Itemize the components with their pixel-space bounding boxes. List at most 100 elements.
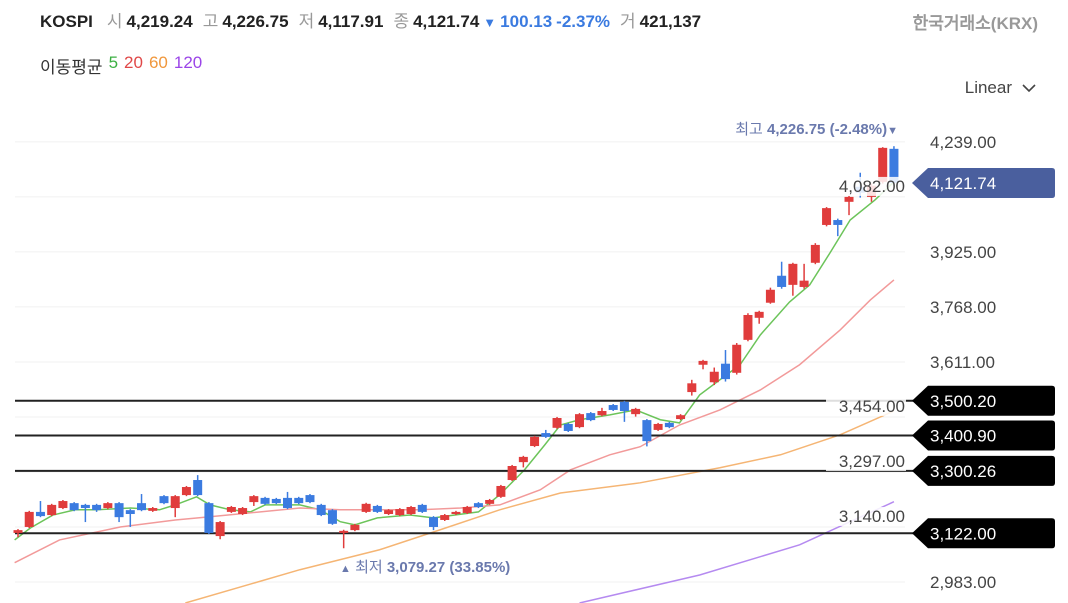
- candle-body: [114, 503, 124, 518]
- scale-selector[interactable]: Linear: [965, 78, 1036, 98]
- candle-body: [530, 436, 540, 447]
- down-candle: [608, 403, 618, 411]
- tick-label-backdrop: [826, 506, 906, 526]
- up-candle: [709, 367, 719, 386]
- up-candle: [788, 262, 798, 296]
- candle-body: [406, 506, 416, 515]
- down-candle: [193, 475, 203, 497]
- up-candle: [799, 263, 809, 289]
- level-price-tag: [912, 385, 1055, 416]
- change-percent: -2.37%: [556, 12, 611, 31]
- ma-60-line: [185, 410, 895, 603]
- candle-body: [743, 314, 753, 340]
- candle-body: [799, 280, 809, 287]
- candle-body: [878, 147, 888, 182]
- down-candle: [294, 496, 304, 505]
- candle-body: [642, 420, 652, 442]
- down-candle: [271, 497, 281, 505]
- candle-body: [507, 466, 517, 481]
- down-candle: [327, 509, 337, 525]
- level-price-label: 3,500.20: [930, 392, 996, 411]
- candle-body: [575, 414, 584, 428]
- down-candle: [316, 503, 326, 517]
- down-candle: [114, 502, 124, 523]
- candle-body: [13, 530, 23, 533]
- volume-label: 거: [620, 12, 636, 31]
- down-candle: [541, 429, 551, 438]
- candle-body: [260, 497, 270, 504]
- candle-body: [47, 504, 57, 516]
- candle-body: [462, 506, 472, 513]
- up-candle: [518, 455, 528, 468]
- candle-body: [754, 311, 764, 318]
- open-label: 시: [106, 12, 123, 31]
- low-value: 4,117.91: [318, 12, 384, 31]
- down-candle: [125, 509, 135, 527]
- up-candle: [743, 313, 753, 342]
- up-candle: [462, 505, 472, 515]
- candle-body: [687, 383, 697, 393]
- up-candle: [350, 523, 360, 532]
- low-label: 저: [298, 12, 315, 31]
- ma-20-toggle[interactable]: 20: [124, 53, 143, 72]
- candle-body: [181, 487, 191, 496]
- y-axis-tick-label: 4,239.00: [930, 133, 996, 152]
- up-candle: [215, 521, 225, 540]
- close-value: 4,121.74: [413, 12, 480, 31]
- up-candle: [384, 509, 394, 516]
- level-price-tag: [912, 420, 1055, 451]
- candle-body: [485, 499, 495, 504]
- symbol: KOSPI: [40, 12, 93, 31]
- candle-body: [361, 503, 371, 512]
- down-candle: [642, 419, 652, 447]
- up-candle: [58, 499, 68, 510]
- down-candle: [429, 516, 439, 531]
- up-candle: [687, 379, 697, 396]
- up-candle: [496, 484, 506, 498]
- down-candle: [372, 504, 382, 513]
- candle-body: [608, 405, 618, 410]
- candle-body: [440, 515, 450, 520]
- up-candle: [361, 502, 371, 513]
- up-candle: [732, 343, 742, 375]
- candle-body: [271, 498, 281, 504]
- tick-label-backdrop: [826, 451, 906, 471]
- level-price-tag: [912, 518, 1055, 549]
- up-candle: [507, 464, 517, 482]
- candle-body: [327, 510, 337, 524]
- candle-body: [473, 503, 483, 507]
- candle-body: [777, 275, 787, 287]
- ma-60-toggle[interactable]: 60: [148, 53, 168, 72]
- moving-average-label: 이동평균: [40, 58, 103, 77]
- candle-body: [788, 263, 798, 285]
- y-axis-tick-label: 3,925.00: [930, 243, 996, 262]
- candle-body: [316, 504, 326, 516]
- candle-body: [159, 496, 169, 504]
- y-axis-tick-label: 3,611.00: [930, 353, 995, 372]
- up-candle: [249, 495, 259, 506]
- candle-body: [69, 503, 79, 511]
- candle-body: [676, 415, 686, 420]
- down-candle: [159, 495, 169, 505]
- down-candle: [260, 496, 270, 505]
- current-price-label: 4,121.74: [930, 174, 996, 193]
- ma-5-toggle[interactable]: 5: [108, 53, 119, 72]
- candle-body: [664, 422, 674, 428]
- candle-body: [384, 510, 394, 515]
- y-axis-tick-label: 3,297.00: [839, 452, 905, 471]
- down-candle: [586, 412, 596, 422]
- up-candle: [24, 510, 34, 529]
- ma-120-toggle[interactable]: 120: [173, 53, 203, 72]
- candle-body: [889, 148, 899, 183]
- down-candle: [664, 421, 674, 429]
- up-candle: [226, 505, 236, 513]
- open-value: 4,219.24: [126, 12, 193, 31]
- candle-body: [810, 244, 820, 263]
- candle-body: [709, 371, 719, 383]
- candle-body: [339, 530, 349, 533]
- quote-header: KOSPI 시 4,219.24 고 4,226.75 저 4,117.91 종…: [40, 7, 707, 32]
- candle-body: [58, 501, 68, 509]
- candle-body: [496, 485, 506, 497]
- candle-body: [215, 522, 225, 537]
